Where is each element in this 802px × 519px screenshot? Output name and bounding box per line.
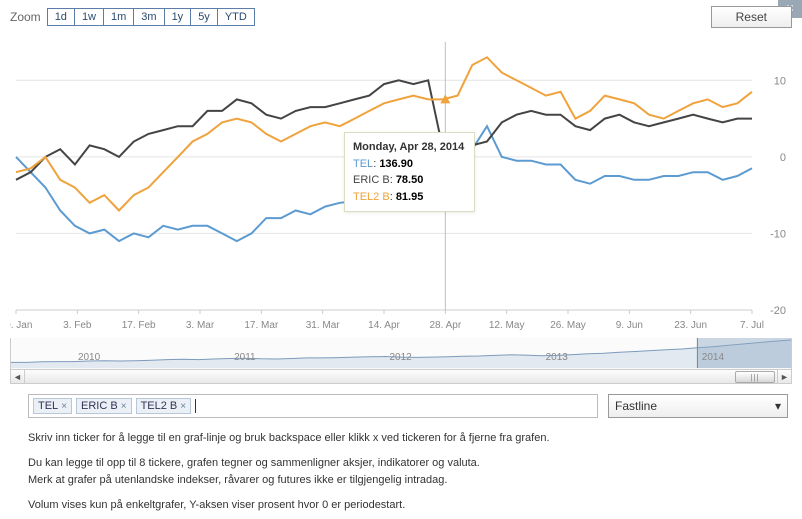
toolbar: Zoom 1d1w1m3m1y5yYTD Reset — [0, 0, 802, 32]
help-line: Merk at grafer på utenlandske indekser, … — [28, 472, 788, 489]
svg-text:3. Mar: 3. Mar — [186, 320, 215, 331]
ticker-tag[interactable]: ERIC B× — [76, 398, 132, 414]
zoom-button-group: 1d1w1m3m1y5yYTD — [47, 8, 255, 26]
zoom-label: Zoom — [10, 10, 41, 24]
chart-type-value: Fastline — [615, 399, 657, 413]
chevron-down-icon: ▾ — [775, 399, 781, 413]
svg-text:3. Feb: 3. Feb — [63, 320, 92, 331]
ticker-tag[interactable]: TEL× — [33, 398, 72, 414]
svg-text:23. Jun: 23. Jun — [674, 320, 707, 331]
svg-text:-10: -10 — [770, 228, 786, 240]
svg-text:28. Apr: 28. Apr — [429, 320, 461, 331]
remove-ticker-icon[interactable]: × — [180, 401, 186, 412]
svg-text:17. Feb: 17. Feb — [122, 320, 156, 331]
ticker-input[interactable]: TEL×ERIC B×TEL2 B× — [28, 394, 598, 418]
help-line: Du kan legge til opp til 8 tickere, graf… — [28, 455, 788, 472]
navigator-chart[interactable]: 20102011201220132014 ◄ ► ||| — [10, 338, 792, 384]
svg-text:10: 10 — [774, 75, 786, 87]
svg-text:-20: -20 — [770, 305, 786, 317]
chart-type-select[interactable]: Fastline ▾ — [608, 394, 788, 418]
scroll-right-icon[interactable]: ► — [777, 370, 791, 383]
svg-text:9. Jun: 9. Jun — [616, 320, 643, 331]
remove-ticker-icon[interactable]: × — [61, 401, 67, 412]
ticker-tag-label: TEL — [38, 400, 58, 412]
ticker-tag-label: ERIC B — [81, 400, 118, 412]
text-cursor — [195, 399, 196, 413]
ticker-tag[interactable]: TEL2 B× — [136, 398, 192, 414]
ticker-row: TEL×ERIC B×TEL2 B× Fastline ▾ — [28, 394, 788, 418]
navigator-scrollbar[interactable]: ◄ ► ||| — [11, 369, 791, 383]
zoom-1d-button[interactable]: 1d — [48, 9, 75, 25]
svg-text:7. Jul: 7. Jul — [740, 320, 764, 331]
main-chart[interactable]: -20 -10 0 10 20. Jan 3. Feb 17. Feb 3. Mar 17. M… — [10, 36, 792, 336]
svg-text:12. May: 12. May — [489, 320, 525, 331]
help-line: Volum vises kun på enkeltgrafer, Y-aksen… — [28, 497, 788, 514]
svg-text:31. Mar: 31. Mar — [306, 320, 341, 331]
help-text: Skriv inn ticker for å legge til en graf… — [28, 430, 788, 514]
scroll-left-icon[interactable]: ◄ — [11, 370, 25, 383]
svg-text:17. Mar: 17. Mar — [244, 320, 279, 331]
reset-button[interactable]: Reset — [711, 6, 792, 28]
scroll-thumb[interactable]: ||| — [735, 371, 775, 383]
zoom-1w-button[interactable]: 1w — [75, 9, 104, 25]
svg-text:0: 0 — [780, 152, 786, 164]
zoom-5y-button[interactable]: 5y — [191, 9, 218, 25]
zoom-1y-button[interactable]: 1y — [165, 9, 192, 25]
help-line: Skriv inn ticker for å legge til en graf… — [28, 430, 788, 447]
ticker-tag-label: TEL2 B — [141, 400, 178, 412]
chart-tooltip: Monday, Apr 28, 2014TEL: 136.90ERIC B: 7… — [344, 132, 475, 212]
svg-text:20. Jan: 20. Jan — [10, 320, 32, 331]
zoom-1m-button[interactable]: 1m — [104, 9, 134, 25]
zoom-ytd-button[interactable]: YTD — [218, 9, 254, 25]
remove-ticker-icon[interactable]: × — [121, 401, 127, 412]
svg-text:26. May: 26. May — [550, 320, 586, 331]
zoom-3m-button[interactable]: 3m — [134, 9, 164, 25]
svg-text:14. Apr: 14. Apr — [368, 320, 400, 331]
